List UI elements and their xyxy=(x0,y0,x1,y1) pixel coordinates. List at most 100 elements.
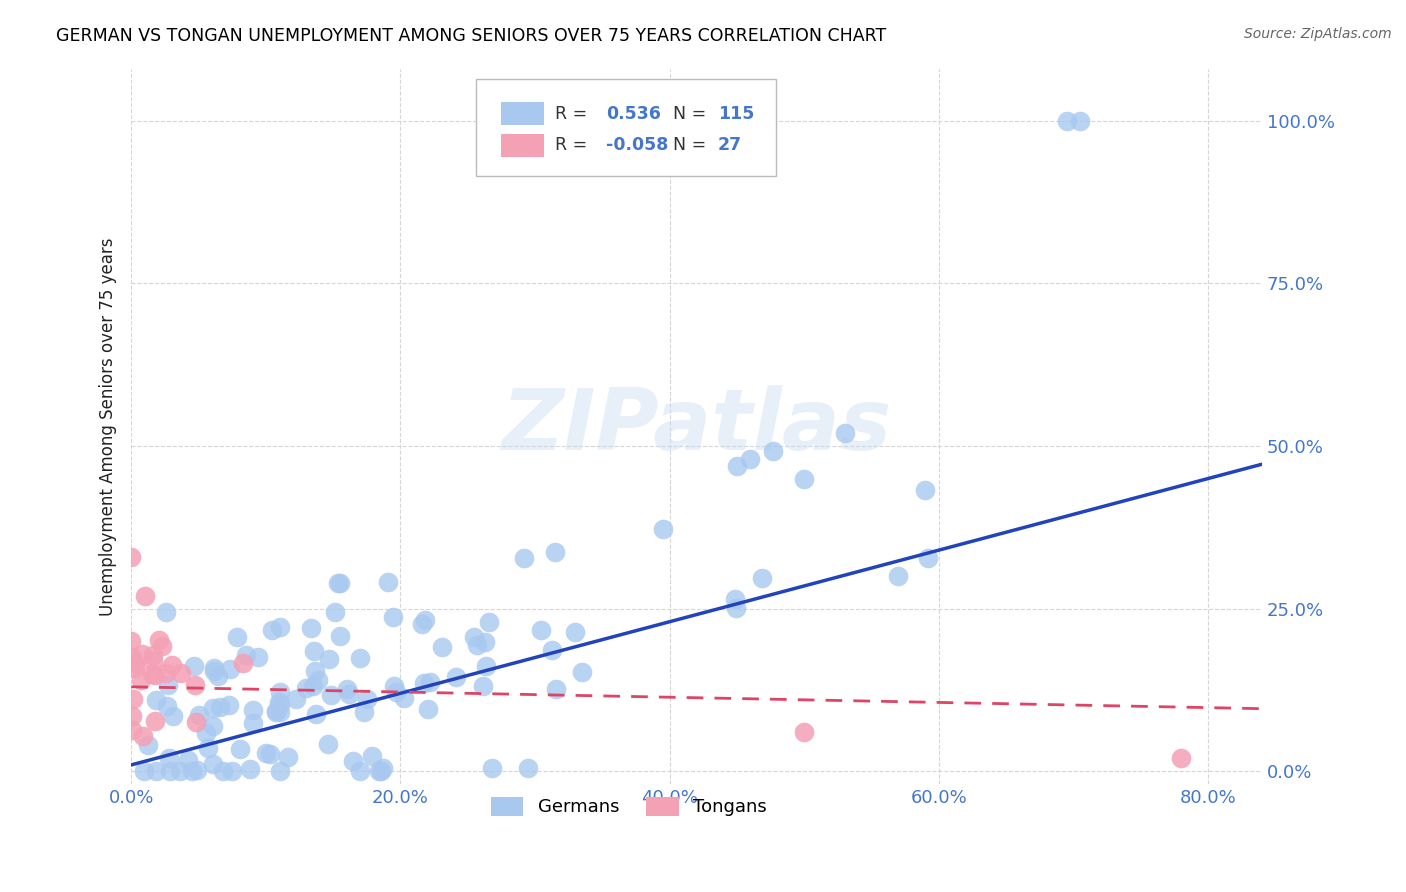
Point xyxy=(229,742,252,756)
Point xyxy=(564,624,586,639)
Point xyxy=(132,764,155,779)
Point xyxy=(242,703,264,717)
Point xyxy=(121,650,143,665)
Point xyxy=(259,747,281,761)
Point xyxy=(793,471,815,485)
Point xyxy=(336,681,359,696)
Point xyxy=(323,605,346,619)
Point xyxy=(269,705,291,719)
Text: 115: 115 xyxy=(718,104,755,122)
Point xyxy=(411,616,433,631)
Point xyxy=(194,725,217,739)
Point xyxy=(304,664,326,678)
Point xyxy=(176,752,198,766)
Point xyxy=(155,606,177,620)
Point xyxy=(377,574,399,589)
Point xyxy=(307,673,329,687)
Point xyxy=(384,684,406,698)
Text: R =: R = xyxy=(555,136,588,154)
Point xyxy=(122,691,145,706)
Point xyxy=(184,678,207,692)
Point xyxy=(370,764,392,779)
Point xyxy=(134,589,156,603)
Text: R =: R = xyxy=(555,104,588,122)
Point xyxy=(295,681,318,696)
Point xyxy=(465,638,488,652)
Point xyxy=(373,761,395,775)
Point xyxy=(546,682,568,697)
Point xyxy=(120,549,142,564)
Point xyxy=(318,651,340,665)
Point xyxy=(202,719,225,733)
Text: -0.058: -0.058 xyxy=(606,136,668,154)
Point xyxy=(478,615,501,630)
Point xyxy=(516,761,538,775)
Point xyxy=(124,661,146,675)
Point xyxy=(740,452,762,467)
Text: ZIPatlas: ZIPatlas xyxy=(502,385,891,468)
Point xyxy=(136,738,159,752)
Point xyxy=(917,551,939,566)
Point xyxy=(474,635,496,649)
Point xyxy=(349,764,371,779)
Point xyxy=(207,669,229,683)
Point xyxy=(181,764,204,779)
Point xyxy=(392,691,415,706)
Point xyxy=(129,673,152,688)
Text: N =: N = xyxy=(673,136,706,154)
Point xyxy=(162,709,184,723)
Text: 27: 27 xyxy=(718,136,742,154)
Point xyxy=(188,707,211,722)
Point xyxy=(1170,751,1192,765)
Text: N =: N = xyxy=(673,104,706,122)
Point xyxy=(367,764,389,779)
Point xyxy=(141,648,163,662)
Point xyxy=(183,659,205,673)
Point xyxy=(571,665,593,680)
Point xyxy=(225,630,247,644)
Point xyxy=(349,650,371,665)
Point xyxy=(299,621,322,635)
Point xyxy=(235,648,257,662)
Point xyxy=(269,695,291,709)
Point xyxy=(472,679,495,693)
Point xyxy=(221,764,243,779)
Text: GERMAN VS TONGAN UNEMPLOYMENT AMONG SENIORS OVER 75 YEARS CORRELATION CHART: GERMAN VS TONGAN UNEMPLOYMENT AMONG SENI… xyxy=(56,27,887,45)
Point xyxy=(329,576,352,591)
Point xyxy=(316,737,339,751)
Point xyxy=(262,624,284,638)
Point xyxy=(277,749,299,764)
Point xyxy=(156,678,179,692)
Point xyxy=(540,643,562,657)
Legend: Germans, Tongans: Germans, Tongans xyxy=(482,789,776,825)
Y-axis label: Unemployment Among Seniors over 75 years: Unemployment Among Seniors over 75 years xyxy=(100,237,117,615)
Point xyxy=(319,688,342,702)
Point xyxy=(382,679,405,693)
Point xyxy=(463,630,485,644)
Point xyxy=(132,730,155,744)
Point xyxy=(197,741,219,756)
Point xyxy=(356,691,378,706)
Point xyxy=(419,674,441,689)
Point xyxy=(652,522,675,536)
Point xyxy=(413,613,436,627)
Point xyxy=(186,764,208,778)
Point xyxy=(156,698,179,713)
Point xyxy=(513,551,536,566)
Point xyxy=(232,656,254,670)
Point xyxy=(121,723,143,737)
Point xyxy=(544,545,567,559)
Point xyxy=(159,751,181,765)
Point xyxy=(264,705,287,719)
Point xyxy=(170,665,193,680)
Point xyxy=(201,701,224,715)
Point xyxy=(218,662,240,676)
Point xyxy=(725,458,748,473)
Point xyxy=(751,571,773,585)
Point xyxy=(337,687,360,701)
Point xyxy=(444,670,467,684)
Point xyxy=(474,658,496,673)
Point xyxy=(762,444,785,458)
Point xyxy=(724,591,747,606)
Point xyxy=(212,764,235,779)
